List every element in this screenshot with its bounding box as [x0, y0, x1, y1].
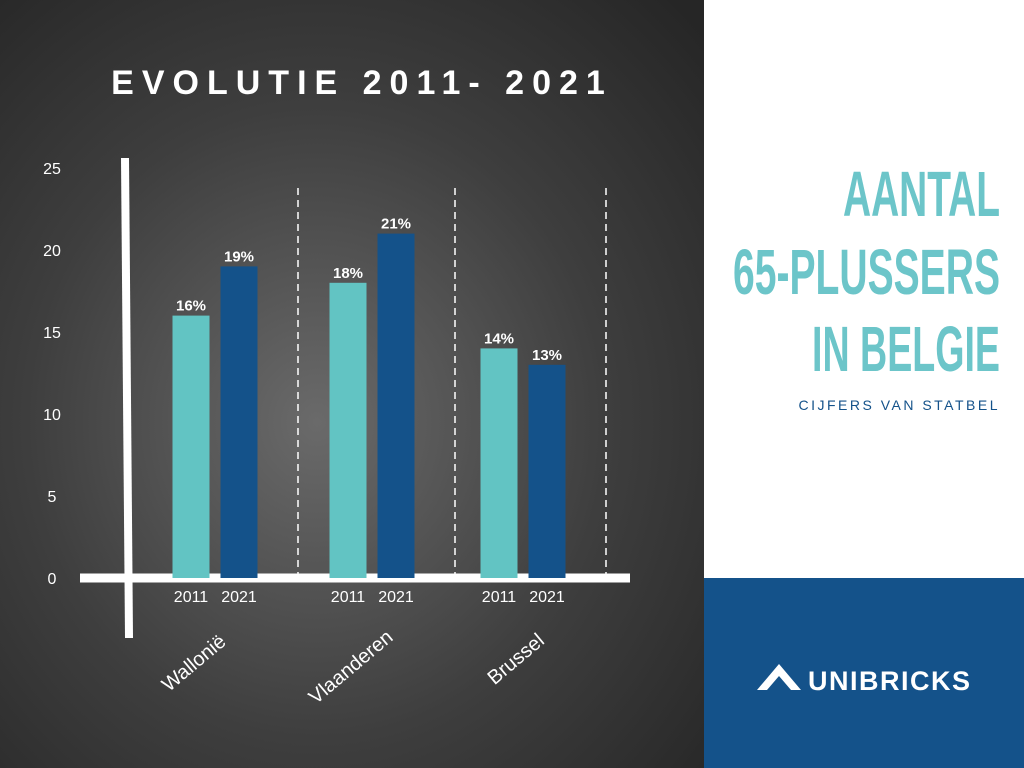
bar	[528, 364, 566, 578]
bar	[377, 233, 415, 578]
x-sub-label: 2021	[529, 589, 565, 606]
logo-text: UNIBRICKS	[808, 666, 972, 696]
y-tick-label: 15	[43, 325, 61, 342]
bar	[480, 348, 518, 578]
heading-line: AANTAL	[843, 158, 1000, 230]
side-panel	[704, 0, 1024, 578]
bar	[220, 266, 258, 578]
y-axis	[121, 157, 133, 639]
value-label: 16%	[176, 298, 206, 315]
x-sub-label: 2011	[482, 589, 517, 606]
bar	[329, 282, 367, 578]
x-sub-label: 2011	[331, 589, 366, 606]
value-label: 21%	[381, 216, 411, 233]
x-sub-label: 2011	[174, 589, 209, 606]
x-sub-label: 2021	[378, 589, 414, 606]
y-tick-label: 5	[48, 489, 57, 506]
value-label: 14%	[484, 330, 514, 347]
y-tick-label: 20	[43, 243, 61, 260]
value-label: 19%	[224, 248, 254, 265]
chart-title: EVOLUTIE 2011- 2021	[111, 64, 613, 102]
heading-line: IN BELGIE	[812, 313, 1000, 385]
value-label: 18%	[333, 265, 363, 282]
value-label: 13%	[532, 347, 562, 364]
subheading: CIJFERS VAN STATBEL	[798, 397, 1000, 413]
logo-panel	[704, 578, 1024, 768]
y-tick-label: 0	[48, 571, 57, 588]
x-sub-label: 2021	[221, 589, 257, 606]
bar	[172, 315, 210, 578]
y-tick-label: 10	[43, 407, 61, 424]
heading-line: 65-PLUSSERS	[733, 236, 1000, 308]
logo-icon	[757, 664, 801, 690]
y-tick-label: 25	[43, 161, 61, 178]
